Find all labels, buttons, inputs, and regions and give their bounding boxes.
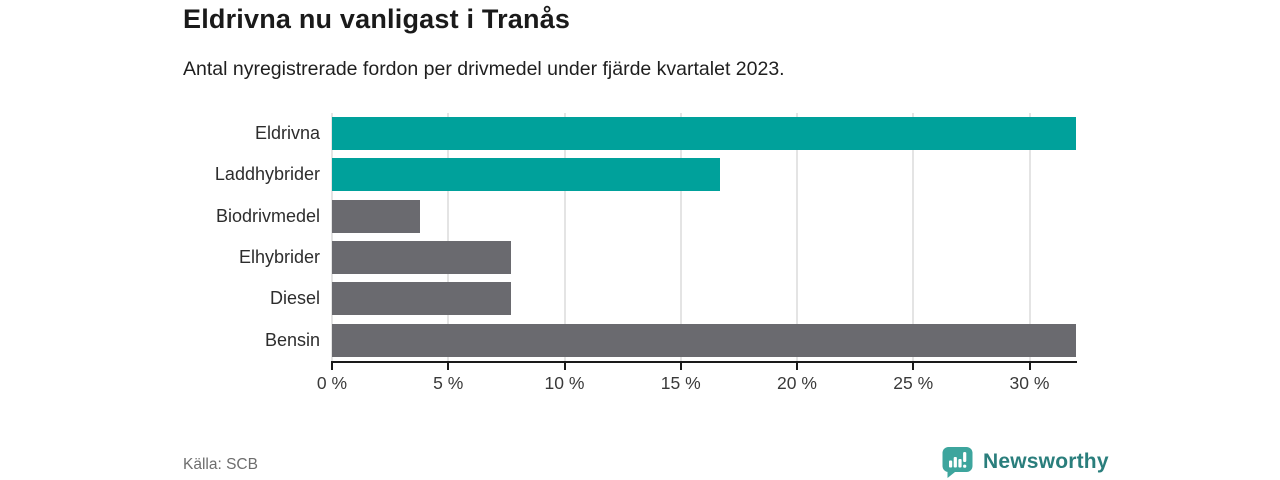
bar-row: Diesel xyxy=(183,278,1076,319)
category-label: Laddhybrider xyxy=(214,164,320,185)
gridline xyxy=(912,113,915,361)
axis-tick-mark xyxy=(796,363,798,370)
category-label: Elhybrider xyxy=(238,247,320,268)
category-label: Biodrivmedel xyxy=(215,205,320,226)
chart-subtitle: Antal nyregistrerade fordon per drivmede… xyxy=(183,58,785,80)
axis-tick-label: 25 % xyxy=(893,373,934,393)
category-label: Eldrivna xyxy=(254,123,320,144)
bar-track xyxy=(332,199,1076,233)
bar-track xyxy=(332,323,1076,357)
axis-tick-mark xyxy=(447,363,450,370)
axis-tick-mark xyxy=(679,363,682,370)
bar-track xyxy=(332,282,1076,316)
bar-rows: Eldrivna Laddhybrider Biodrivmedel Elhybrid… xyxy=(183,113,1076,361)
axis-tick-mark xyxy=(1028,363,1031,370)
newsworthy-logo: Newsworthy xyxy=(941,445,1109,479)
gridline xyxy=(796,113,798,361)
gridline xyxy=(447,113,450,361)
category-label: Diesel xyxy=(269,288,320,309)
gridline xyxy=(1028,113,1031,361)
bar-track xyxy=(332,241,1076,275)
bar xyxy=(332,117,1076,151)
newsworthy-wordmark: Newsworthy xyxy=(983,450,1109,473)
bar xyxy=(332,158,721,192)
category-label: Bensin xyxy=(264,329,320,350)
bar-row: Laddhybrider xyxy=(183,154,1076,195)
gridline xyxy=(679,113,682,361)
x-axis-line xyxy=(331,361,1077,363)
source-note: Källa: SCB xyxy=(183,456,258,473)
bar-track xyxy=(332,158,1076,192)
axis-tick-label: 10 % xyxy=(544,373,585,393)
axis-tick-mark xyxy=(331,363,333,370)
axis-tick-mark xyxy=(563,363,566,370)
bar-row: Eldrivna xyxy=(183,113,1076,154)
gridline xyxy=(563,113,566,361)
chart-title: Eldrivna nu vanligast i Tranås xyxy=(183,4,571,34)
bar-track xyxy=(332,117,1076,151)
gridline xyxy=(331,113,333,361)
bar-row: Bensin xyxy=(183,320,1076,361)
axis-tick-label: 0 % xyxy=(316,373,348,393)
bar-row: Elhybrider xyxy=(183,237,1076,278)
axis-tick-label: 15 % xyxy=(660,373,701,393)
newsworthy-icon xyxy=(942,446,973,478)
bar-row: Biodrivmedel xyxy=(183,196,1076,237)
bar-chart: Eldrivna Laddhybrider Biodrivmedel Elhybrid… xyxy=(183,113,1077,393)
bar xyxy=(332,199,421,233)
axis-tick-mark xyxy=(912,363,915,370)
bar xyxy=(332,241,512,275)
axis-tick-label: 30 % xyxy=(1009,373,1050,393)
gridlines xyxy=(331,113,1076,361)
axis-tick-label: 5 % xyxy=(433,373,464,393)
bar xyxy=(332,282,512,316)
bar xyxy=(332,323,1076,357)
x-axis: 0 % 5 % 10 % 15 % 20 % 25 % 30 % xyxy=(317,363,1076,393)
axis-tick-label: 20 % xyxy=(777,373,817,393)
